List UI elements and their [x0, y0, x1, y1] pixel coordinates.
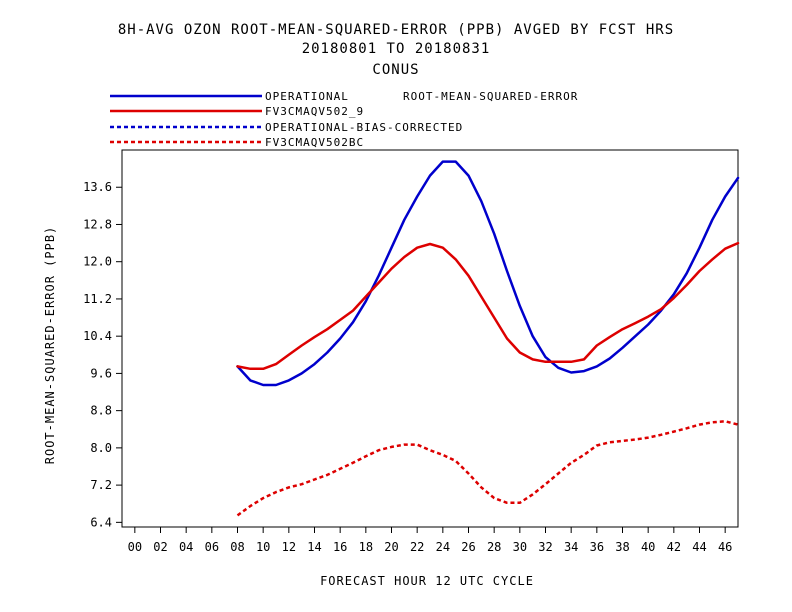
y-tick-label: 12.0	[83, 255, 112, 269]
x-tick-label: 16	[333, 540, 347, 554]
x-tick-label: 28	[487, 540, 501, 554]
y-tick-label: 8.0	[90, 441, 112, 455]
x-axis-label: FORECAST HOUR 12 UTC CYCLE	[320, 574, 534, 588]
x-tick-label: 36	[590, 540, 604, 554]
x-tick-label: 34	[564, 540, 578, 554]
legend-label-0: OPERATIONAL	[265, 90, 349, 103]
x-tick-label: 08	[230, 540, 244, 554]
x-tick-label: 00	[128, 540, 142, 554]
x-tick-label: 06	[205, 540, 219, 554]
series-lines	[236, 160, 740, 517]
y-tick-label: 6.4	[90, 515, 112, 529]
y-tick-label: 10.4	[83, 329, 112, 343]
x-tick-label: 46	[718, 540, 732, 554]
y-tick-label: 9.6	[90, 366, 112, 380]
y-tick-label: 7.2	[90, 478, 112, 492]
x-tick-label: 26	[461, 540, 475, 554]
series-line-0	[236, 160, 740, 387]
series-line-3	[236, 420, 739, 517]
chart-subtitle-region: CONUS	[372, 62, 420, 78]
x-tick-label: 18	[359, 540, 373, 554]
x-tick-label: 12	[282, 540, 296, 554]
x-tick-label: 14	[307, 540, 321, 554]
y-tick-label: 8.8	[90, 404, 112, 418]
x-tick-label: 22	[410, 540, 424, 554]
legend-label-3: FV3CMAQV502BC	[265, 136, 364, 149]
x-tick-label: 30	[513, 540, 527, 554]
x-tick-label: 32	[538, 540, 552, 554]
legend-label-1: FV3CMAQV502_9	[265, 105, 364, 118]
x-tick-label: 02	[153, 540, 167, 554]
x-tick-label: 40	[641, 540, 655, 554]
y-axis: 6.4 7.2 8.0 8.8 9.6 10.4 11.2 12.0 12.8 13.6	[83, 180, 122, 529]
x-tick-label: 44	[692, 540, 706, 554]
x-tick-label: 42	[667, 540, 681, 554]
legend: OPERATIONAL FV3CMAQV502_9 OPERATIONAL-BIAS…	[110, 90, 578, 149]
series-line-1	[236, 241, 740, 371]
x-axis: 00 02 04 06 08 10 12 14 16 18 20 22 24 26 28 30 32 34 36 38…	[128, 527, 732, 554]
plot-area	[121, 149, 739, 528]
chart-title: 8H-AVG OZON ROOT-MEAN-SQUARED-ERROR (PPB…	[117, 22, 675, 38]
legend-header: ROOT-MEAN-SQUARED-ERROR	[403, 90, 578, 103]
legend-label-2: OPERATIONAL-BIAS-CORRECTED	[265, 121, 463, 134]
x-tick-label: 24	[436, 540, 450, 554]
chart-subtitle-dates: 20180801 TO 20180831	[301, 41, 491, 57]
y-tick-label: 12.8	[83, 217, 112, 231]
y-axis-label: ROOT-MEAN-SQUARED-ERROR (PPB)	[43, 226, 57, 465]
y-tick-label: 11.2	[83, 292, 112, 306]
y-tick-label: 13.6	[83, 180, 112, 194]
x-tick-label: 04	[179, 540, 193, 554]
x-tick-label: 20	[384, 540, 398, 554]
x-tick-label: 10	[256, 540, 270, 554]
x-tick-label: 38	[615, 540, 629, 554]
